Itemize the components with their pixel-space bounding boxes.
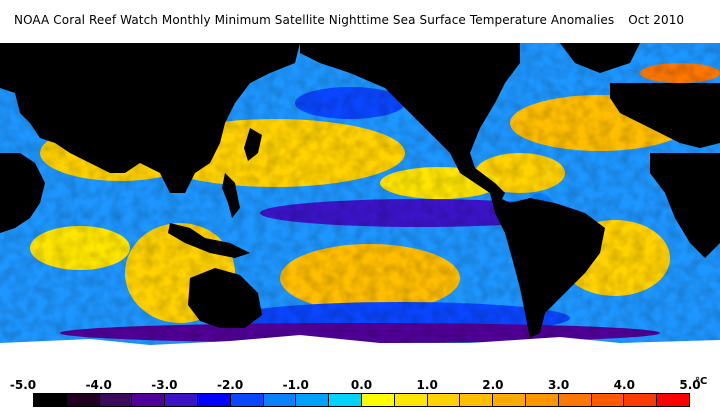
legend-tick-label: 0.0 bbox=[350, 378, 373, 392]
legend-swatch bbox=[197, 394, 231, 406]
legend-swatch bbox=[165, 394, 198, 406]
legend-swatch bbox=[493, 394, 526, 406]
title-date: Oct 2010 bbox=[628, 13, 685, 27]
legend-tick-label: 3.0 bbox=[547, 378, 570, 392]
legend-swatch bbox=[230, 394, 264, 406]
map-svg bbox=[0, 43, 720, 369]
legend-swatch bbox=[657, 394, 689, 406]
legend-swatch bbox=[296, 394, 330, 406]
legend-swatch bbox=[329, 394, 362, 406]
legend-tick-label: -5.0 bbox=[9, 378, 37, 392]
legend-tick-label: 5.0 bbox=[679, 378, 701, 392]
legend-tick-label: 1.0 bbox=[416, 378, 438, 392]
legend-tick-label: -1.0 bbox=[282, 378, 309, 392]
legend-unit: °C bbox=[695, 376, 708, 387]
legend-swatch bbox=[132, 394, 166, 406]
legend-tick-label: -2.0 bbox=[216, 378, 244, 392]
antarctic-ice bbox=[0, 335, 720, 369]
legend-swatch bbox=[34, 394, 67, 406]
legend-swatch bbox=[427, 394, 461, 406]
legend-tick-label: 2.0 bbox=[482, 378, 504, 392]
legend-tick-label: -3.0 bbox=[151, 378, 178, 392]
legend-swatch bbox=[263, 394, 297, 406]
legend-tick-label: -4.0 bbox=[85, 378, 112, 392]
color-scale-legend: -5.0 -4.0 -3.0 -2.0 -1.0 0.0 1.0 2.0 3.0 4.0 5.0 °… bbox=[0, 376, 720, 411]
legend-swatch bbox=[525, 394, 559, 406]
legend-tick-label: 4.0 bbox=[613, 378, 635, 392]
sst-anomaly-map bbox=[0, 43, 720, 369]
map-title: NOAA Coral Reef Watch Monthly Minimum Sa… bbox=[14, 13, 684, 27]
legend-swatch bbox=[624, 394, 658, 406]
legend-swatch bbox=[361, 394, 395, 406]
legend-swatch bbox=[99, 394, 133, 406]
legend-swatch bbox=[460, 394, 494, 406]
legend-swatch bbox=[558, 394, 592, 406]
legend-swatch bbox=[66, 394, 100, 406]
land bbox=[0, 43, 720, 338]
title-text: NOAA Coral Reef Watch Monthly Minimum Sa… bbox=[14, 13, 615, 27]
legend-color-bar bbox=[33, 393, 690, 407]
legend-swatch bbox=[591, 394, 625, 406]
legend-swatch bbox=[394, 394, 428, 406]
